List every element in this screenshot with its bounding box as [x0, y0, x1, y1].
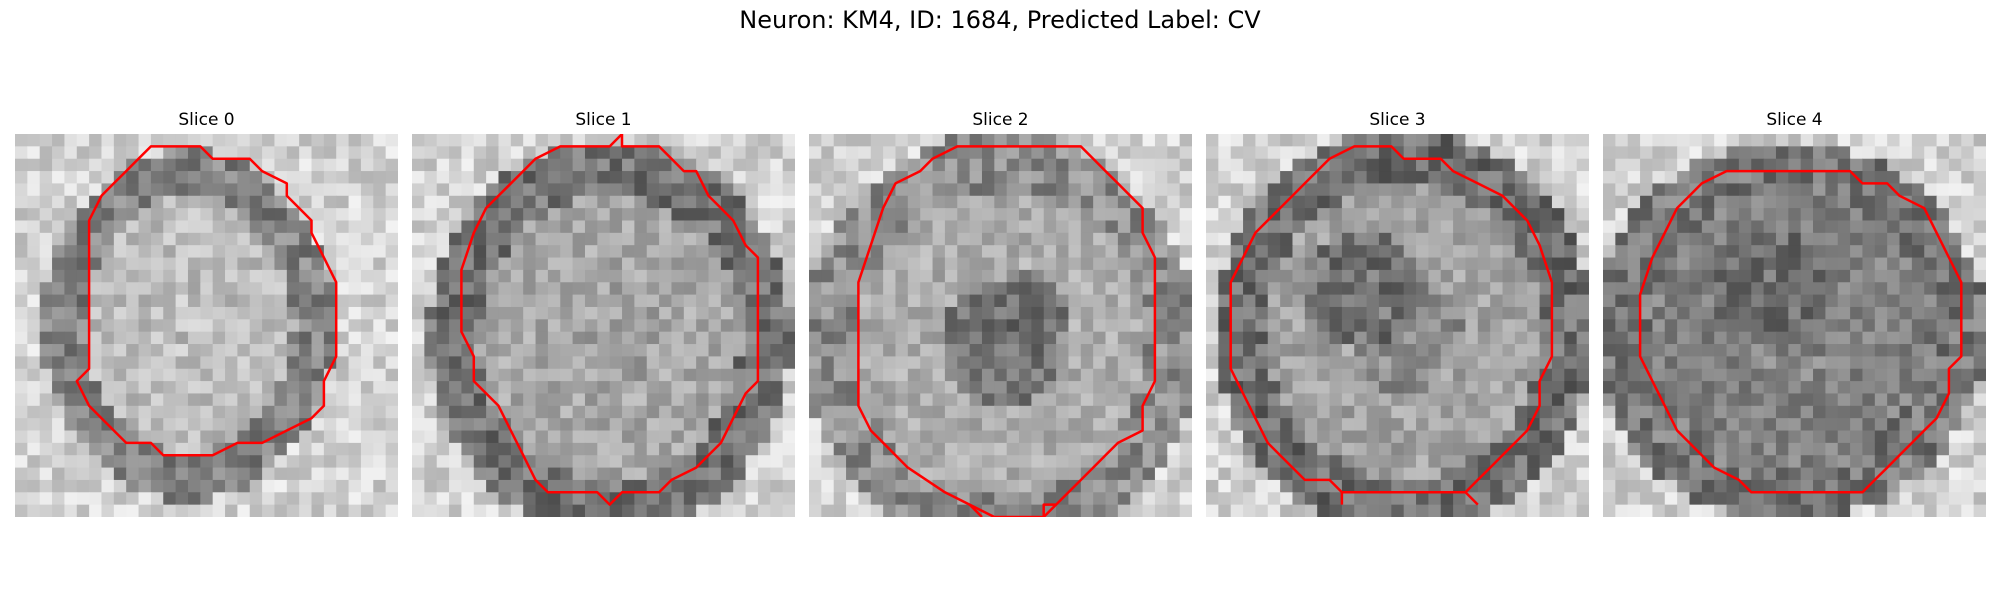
slice-panel-3: Slice 3	[1206, 110, 1589, 515]
figure-title: Neuron: KM4, ID: 1684, Predicted Label: …	[0, 6, 2000, 34]
slice-image-2	[809, 134, 1192, 517]
slice-title-3: Slice 3	[1206, 110, 1589, 130]
slice-image-0	[15, 134, 398, 517]
slice-title-0: Slice 0	[15, 110, 398, 130]
slice-panel-4: Slice 4	[1603, 110, 1986, 515]
slice-panel-0: Slice 0	[15, 110, 398, 515]
slice-title-1: Slice 1	[412, 110, 795, 130]
slice-panel-2: Slice 2	[809, 110, 1192, 515]
slice-image-1	[412, 134, 795, 517]
slice-image-4	[1603, 134, 1986, 517]
slice-title-4: Slice 4	[1603, 110, 1986, 130]
slice-image-3	[1206, 134, 1589, 517]
slice-title-2: Slice 2	[809, 110, 1192, 130]
slice-panel-1: Slice 1	[412, 110, 795, 515]
